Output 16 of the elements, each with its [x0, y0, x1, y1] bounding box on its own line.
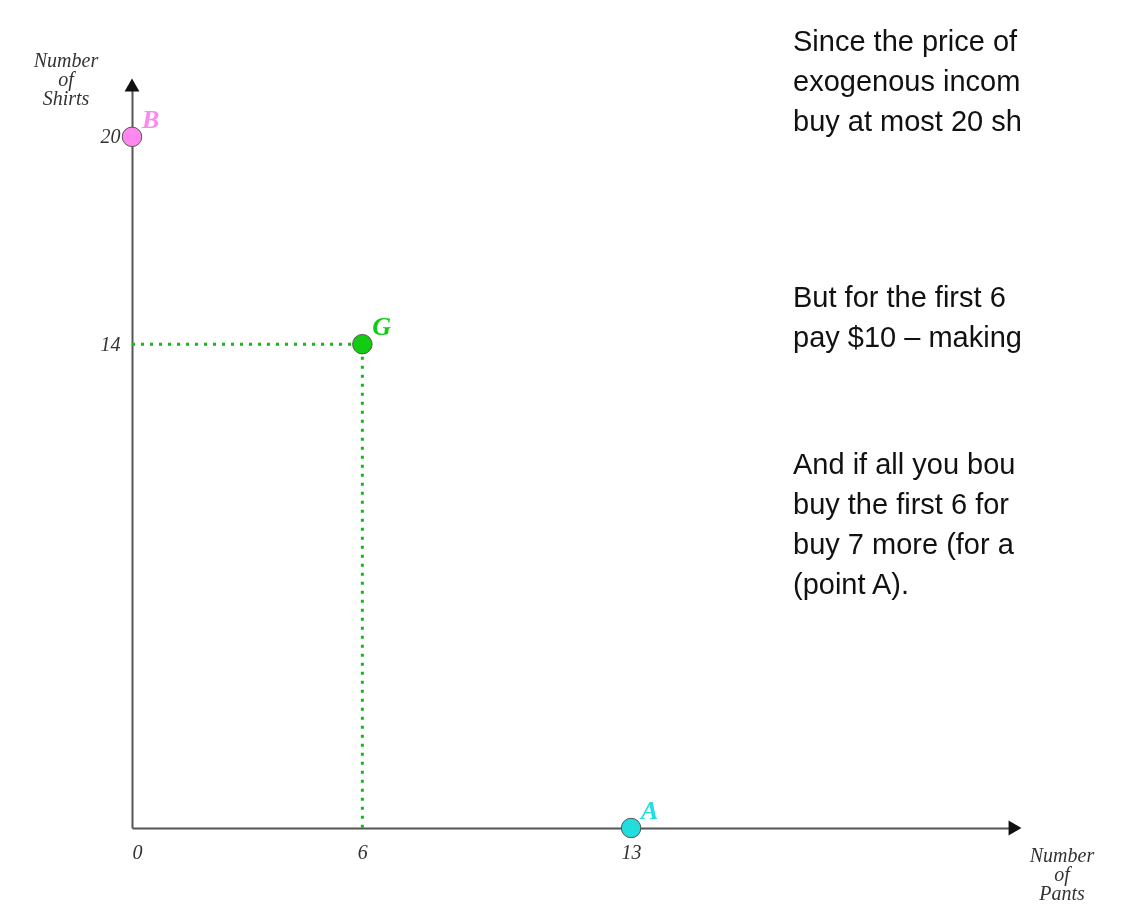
point — [620, 817, 642, 839]
y-tick-label: 14 — [100, 332, 121, 355]
x-tick-label: 6 — [357, 840, 368, 863]
annotation: Since the price of exogenous incom buy at most 20 sh — [793, 25, 1022, 137]
x-tick-label: 0 — [132, 840, 143, 863]
series-label: A — [639, 796, 659, 825]
point — [121, 126, 143, 148]
annotation: But for the first 6 pay $10 – making — [793, 281, 1022, 353]
point — [352, 333, 373, 355]
y-axis-title: Number of Shirts — [32, 49, 99, 109]
series-label: B — [141, 104, 160, 134]
annotation: And if all you bou buy the first 6 for buy 7 more (for a (point A). — [793, 448, 1016, 600]
y-tick-label: 20 — [100, 125, 121, 148]
x-axis-title: Number of Pants — [1028, 844, 1095, 904]
x-tick-label: 13 — [621, 840, 642, 863]
series-label: G — [372, 312, 392, 342]
